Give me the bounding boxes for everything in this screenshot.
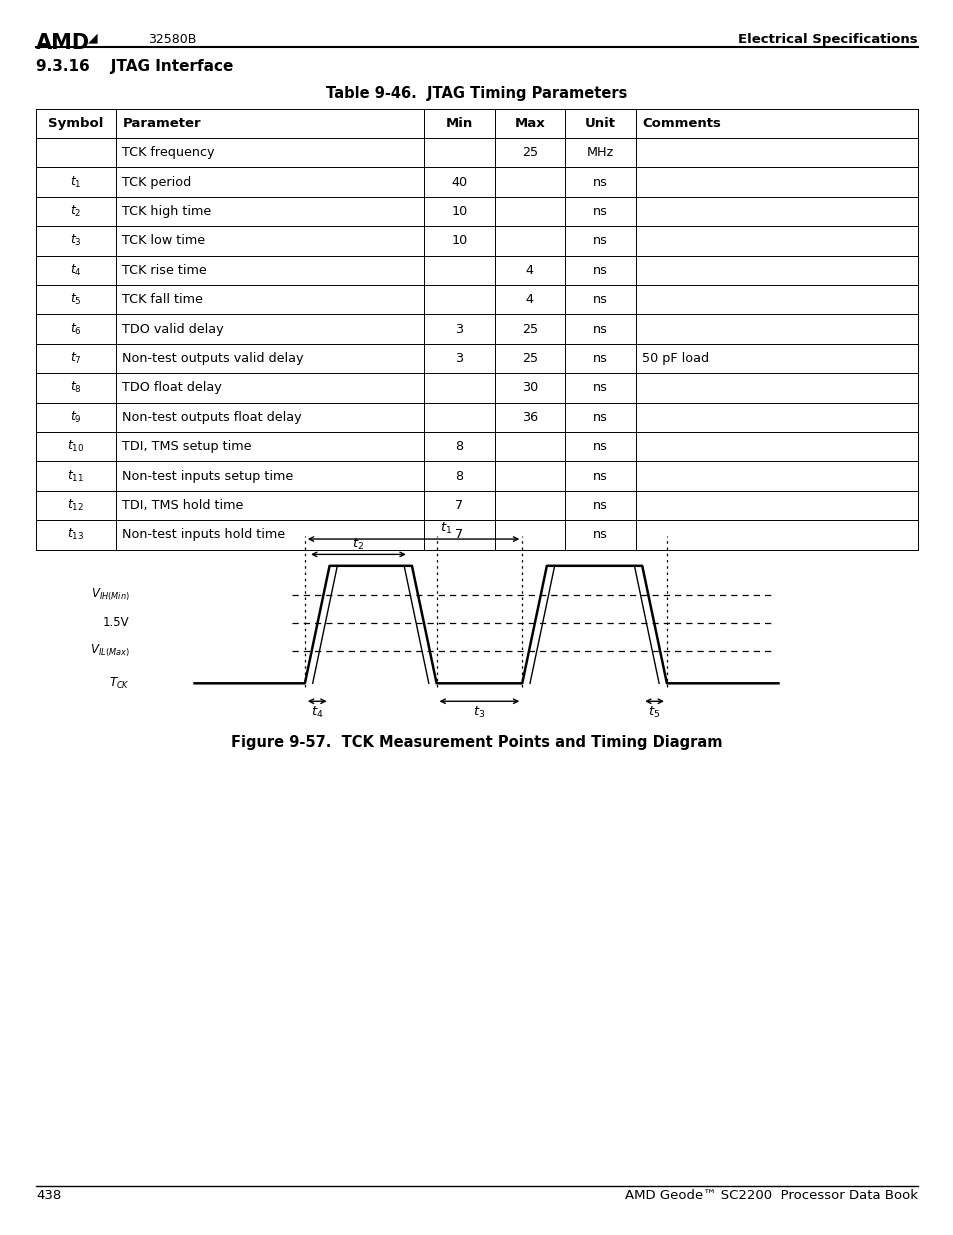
Text: TCK fall time: TCK fall time (122, 293, 203, 306)
Text: MHz: MHz (586, 146, 614, 159)
Text: ns: ns (593, 175, 607, 189)
Text: $t_{12}$: $t_{12}$ (68, 498, 85, 513)
Text: $t_{3}$: $t_{3}$ (70, 233, 82, 248)
Text: TCK frequency: TCK frequency (122, 146, 214, 159)
Text: Non-test outputs valid delay: Non-test outputs valid delay (122, 352, 303, 366)
Text: ns: ns (593, 205, 607, 219)
Text: 438: 438 (36, 1189, 61, 1203)
Text: ns: ns (593, 352, 607, 366)
Text: $t_{6}$: $t_{6}$ (70, 321, 82, 337)
Text: $t_5$: $t_5$ (648, 704, 660, 720)
Text: Unit: Unit (584, 117, 616, 130)
Text: TCK high time: TCK high time (122, 205, 212, 219)
Text: $t_2$: $t_2$ (352, 537, 364, 552)
Text: Figure 9-57.  TCK Measurement Points and Timing Diagram: Figure 9-57. TCK Measurement Points and … (231, 735, 722, 750)
Text: 10: 10 (451, 235, 467, 247)
Text: $t_{8}$: $t_{8}$ (70, 380, 82, 395)
Text: 3: 3 (455, 322, 463, 336)
Text: $T_{CK}$: $T_{CK}$ (109, 676, 130, 690)
Text: TDI, TMS setup time: TDI, TMS setup time (122, 440, 252, 453)
Text: Non-test outputs float delay: Non-test outputs float delay (122, 411, 301, 424)
Text: AMD Geode™ SC2200  Processor Data Book: AMD Geode™ SC2200 Processor Data Book (624, 1189, 917, 1203)
Text: $t_{2}$: $t_{2}$ (71, 204, 82, 219)
Text: ns: ns (593, 235, 607, 247)
Text: 1.5V: 1.5V (103, 616, 130, 630)
Text: 10: 10 (451, 205, 467, 219)
Text: TDO valid delay: TDO valid delay (122, 322, 224, 336)
Text: ns: ns (593, 293, 607, 306)
Text: $t_{5}$: $t_{5}$ (70, 293, 82, 308)
Text: 32580B: 32580B (148, 32, 196, 46)
Text: ns: ns (593, 529, 607, 541)
Text: $t_{4}$: $t_{4}$ (70, 263, 82, 278)
Text: 9.3.16    JTAG Interface: 9.3.16 JTAG Interface (36, 59, 233, 74)
Text: 50 pF load: 50 pF load (641, 352, 709, 366)
Text: $t_1$: $t_1$ (439, 521, 452, 536)
Text: $V_{IL(Max)}$: $V_{IL(Max)}$ (90, 642, 130, 658)
Text: ns: ns (593, 322, 607, 336)
Text: 7: 7 (455, 499, 463, 513)
Text: ◢: ◢ (88, 32, 97, 44)
Text: 25: 25 (521, 146, 537, 159)
Text: $t_{10}$: $t_{10}$ (67, 440, 85, 454)
Text: ns: ns (593, 440, 607, 453)
Text: 40: 40 (451, 175, 467, 189)
Text: $t_4$: $t_4$ (311, 704, 323, 720)
Text: ns: ns (593, 499, 607, 513)
Text: 25: 25 (521, 322, 537, 336)
Text: ns: ns (593, 382, 607, 394)
Text: Non-test inputs hold time: Non-test inputs hold time (122, 529, 285, 541)
Text: TDO float delay: TDO float delay (122, 382, 222, 394)
Text: $t_3$: $t_3$ (473, 704, 485, 720)
Text: ns: ns (593, 411, 607, 424)
Text: TDI, TMS hold time: TDI, TMS hold time (122, 499, 243, 513)
Text: $V_{IH(Min)}$: $V_{IH(Min)}$ (91, 587, 130, 604)
Text: $t_{1}$: $t_{1}$ (70, 174, 82, 190)
Text: Min: Min (445, 117, 473, 130)
Text: Parameter: Parameter (122, 117, 201, 130)
Text: 25: 25 (521, 352, 537, 366)
Text: $t_{7}$: $t_{7}$ (70, 351, 82, 366)
Text: 4: 4 (525, 264, 534, 277)
Text: 36: 36 (521, 411, 537, 424)
Text: TCK low time: TCK low time (122, 235, 205, 247)
Text: $t_{13}$: $t_{13}$ (67, 527, 85, 542)
Text: Non-test inputs setup time: Non-test inputs setup time (122, 469, 294, 483)
Text: $t_{11}$: $t_{11}$ (68, 468, 85, 484)
Text: 8: 8 (455, 440, 463, 453)
Text: AMD: AMD (36, 32, 91, 53)
Text: Comments: Comments (641, 117, 720, 130)
Text: TCK rise time: TCK rise time (122, 264, 207, 277)
Text: 3: 3 (455, 352, 463, 366)
Text: Table 9-46.  JTAG Timing Parameters: Table 9-46. JTAG Timing Parameters (326, 86, 627, 101)
Text: ns: ns (593, 469, 607, 483)
Text: Max: Max (514, 117, 545, 130)
Text: Electrical Specifications: Electrical Specifications (738, 32, 917, 46)
Text: Symbol: Symbol (49, 117, 104, 130)
Text: 7: 7 (455, 529, 463, 541)
Text: 4: 4 (525, 293, 534, 306)
Text: 30: 30 (521, 382, 537, 394)
Text: 8: 8 (455, 469, 463, 483)
Text: TCK period: TCK period (122, 175, 192, 189)
Text: ns: ns (593, 264, 607, 277)
Text: $t_{9}$: $t_{9}$ (70, 410, 82, 425)
